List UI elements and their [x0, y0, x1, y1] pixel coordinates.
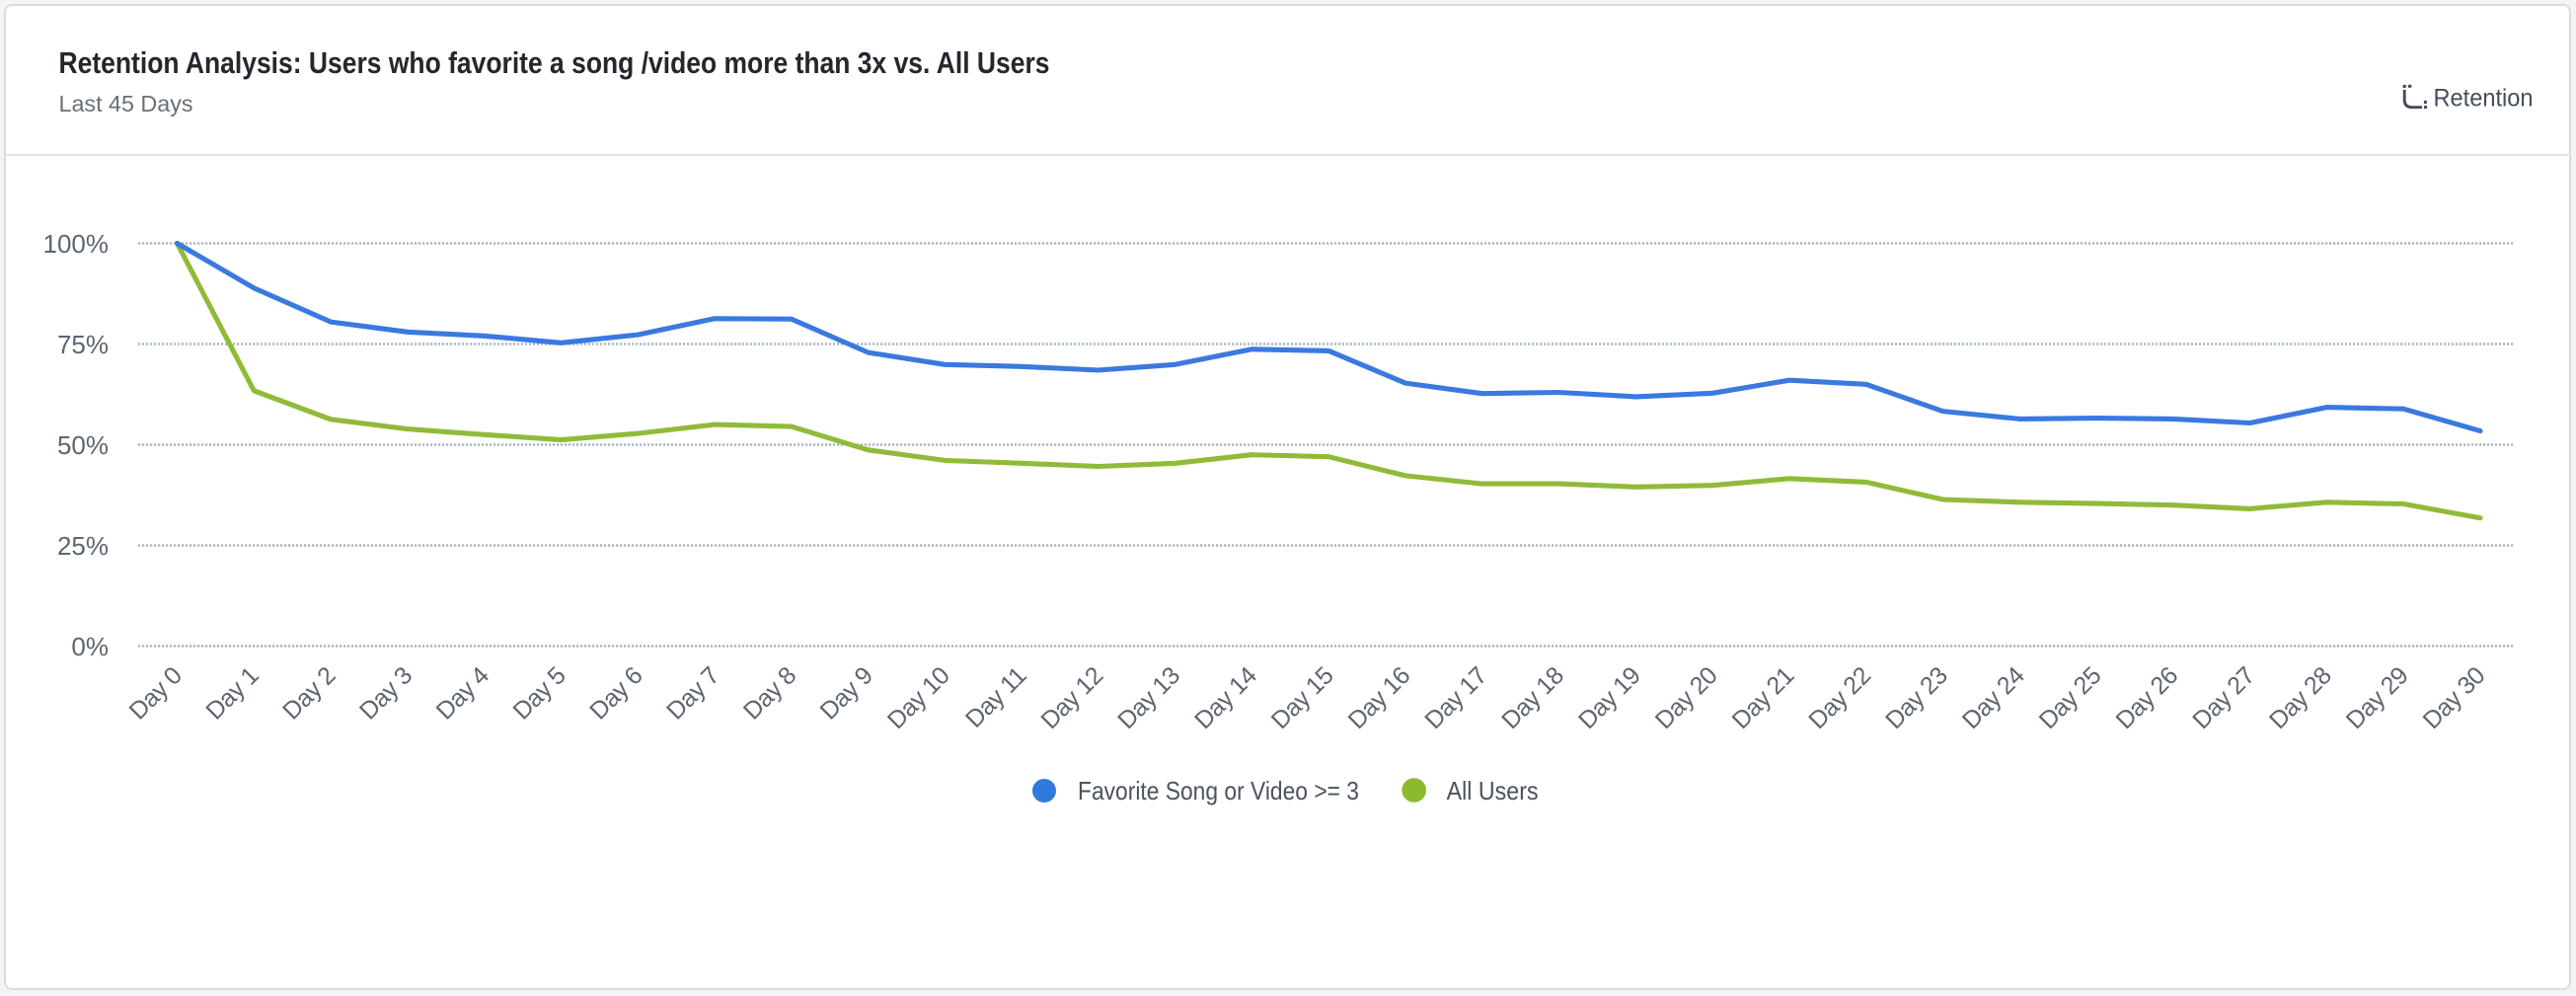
svg-text:Day 22: Day 22 [1803, 661, 1876, 734]
svg-text:Day 10: Day 10 [882, 661, 955, 734]
svg-text:Day 14: Day 14 [1189, 661, 1262, 734]
svg-text:Day 27: Day 27 [2187, 661, 2260, 734]
svg-text:75%: 75% [57, 330, 109, 359]
svg-text:Day 16: Day 16 [1343, 661, 1416, 734]
svg-text:50%: 50% [57, 430, 109, 460]
svg-text:Day 19: Day 19 [1573, 661, 1646, 734]
svg-text:Day 29: Day 29 [2341, 661, 2414, 734]
svg-text:Day 13: Day 13 [1112, 661, 1185, 734]
svg-text:Day 30: Day 30 [2418, 661, 2491, 734]
svg-text:Day 23: Day 23 [1880, 661, 1953, 734]
svg-text:100%: 100% [43, 229, 110, 259]
svg-text:Day 5: Day 5 [507, 661, 570, 725]
svg-text:0%: 0% [71, 632, 109, 661]
svg-text:Day 18: Day 18 [1496, 661, 1569, 734]
svg-text:Day 4: Day 4 [431, 661, 495, 726]
svg-text:Day 26: Day 26 [2110, 661, 2183, 734]
svg-text:Day 25: Day 25 [2034, 661, 2107, 734]
svg-text:Last 45 Days: Last 45 Days [59, 91, 193, 116]
svg-text:Day 1: Day 1 [200, 661, 264, 725]
svg-text:Day 20: Day 20 [1650, 661, 1723, 734]
svg-text:Day 3: Day 3 [354, 661, 417, 725]
svg-text:Day 0: Day 0 [124, 661, 188, 725]
svg-text:Day 6: Day 6 [584, 661, 647, 725]
svg-text:Day 11: Day 11 [960, 661, 1031, 732]
svg-text:All Users: All Users [1447, 776, 1539, 805]
svg-text:Day 9: Day 9 [815, 661, 878, 725]
svg-text:Day 12: Day 12 [1035, 661, 1108, 734]
svg-text:Day 21: Day 21 [1727, 661, 1800, 734]
svg-text:Day 15: Day 15 [1266, 661, 1339, 734]
svg-text:Favorite Song or Video >= 3: Favorite Song or Video >= 3 [1078, 776, 1359, 805]
svg-text:Day 17: Day 17 [1419, 661, 1492, 734]
svg-text:Retention: Retention [2434, 85, 2534, 113]
svg-text:Retention Analysis: Users who: Retention Analysis: Users who favorite a… [59, 45, 1050, 80]
svg-text:Day 7: Day 7 [661, 661, 724, 725]
svg-text:25%: 25% [57, 531, 109, 561]
svg-text:Day 24: Day 24 [1957, 661, 2030, 734]
svg-text:Day 8: Day 8 [738, 661, 801, 725]
svg-text:Day 28: Day 28 [2264, 661, 2337, 734]
svg-text:Day 2: Day 2 [277, 661, 341, 725]
